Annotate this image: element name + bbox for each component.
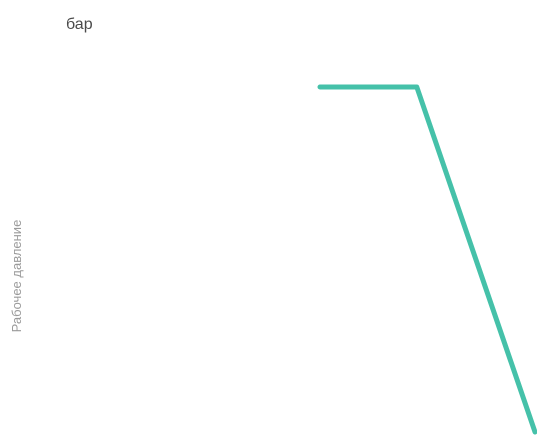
plot-area xyxy=(317,84,537,435)
y-axis-title: Рабочее давление xyxy=(9,220,24,333)
series-line-0 xyxy=(317,84,537,435)
y-axis-unit-label: бар xyxy=(66,16,93,33)
